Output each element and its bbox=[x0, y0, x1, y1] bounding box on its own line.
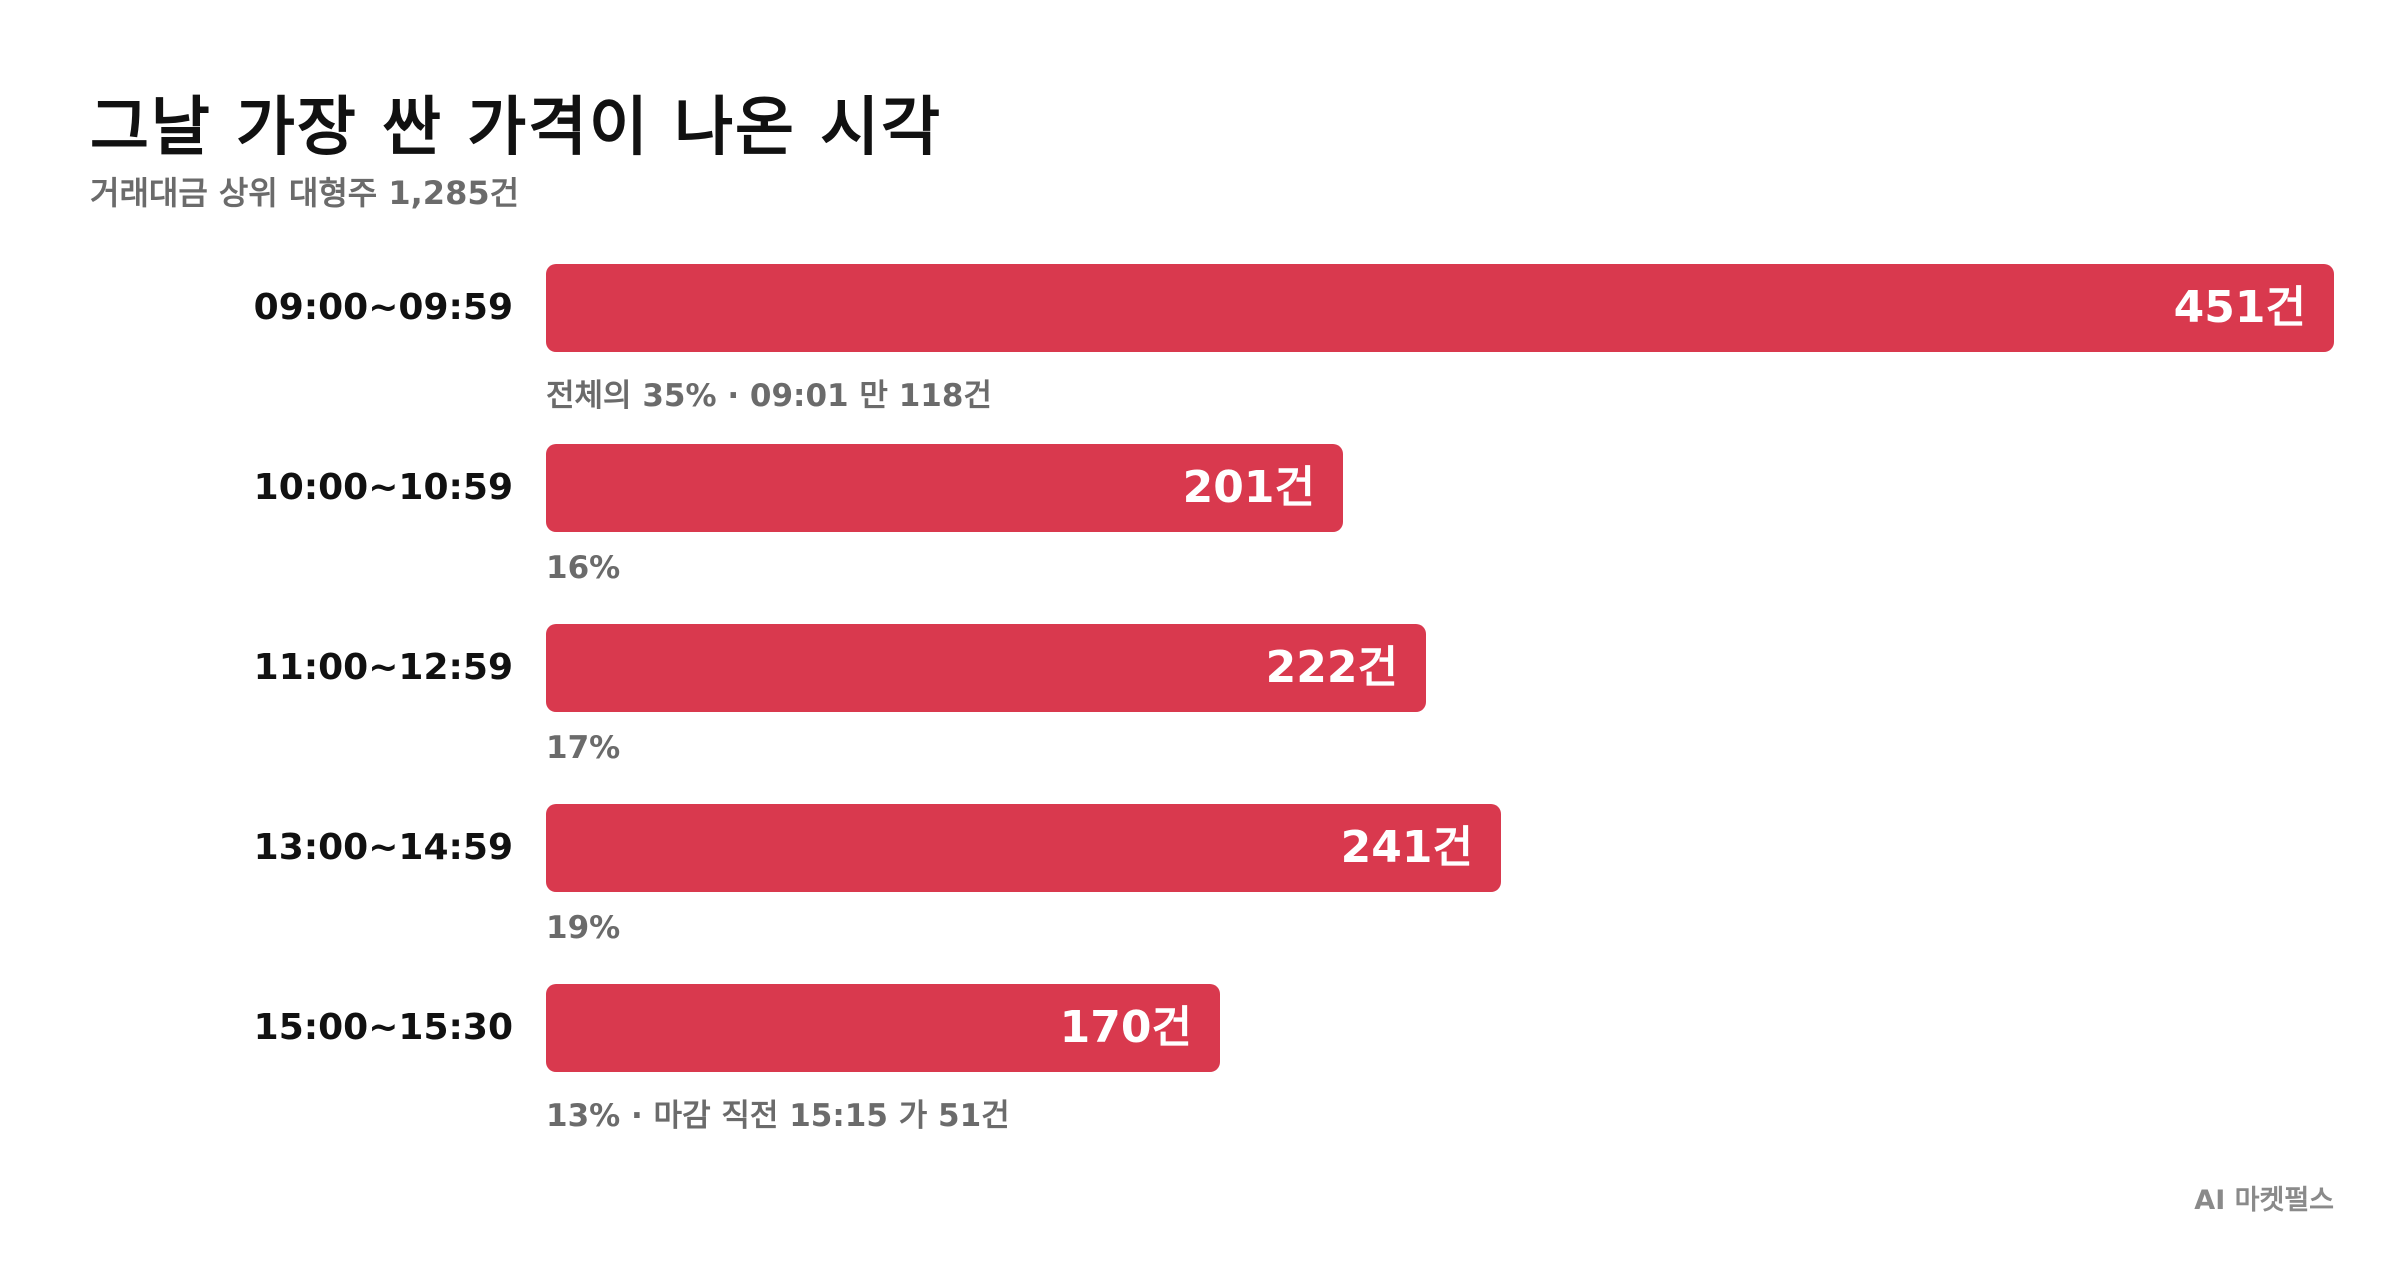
bar: 222건 bbox=[546, 624, 1426, 712]
bar-value-label: 170건 bbox=[1059, 1002, 1192, 1053]
bar-value-label: 241건 bbox=[1340, 822, 1473, 873]
bar-row: 10:00~10:59 201건 16% bbox=[0, 444, 2400, 594]
bar-row: 11:00~12:59 222건 17% bbox=[0, 624, 2400, 774]
bar: 201건 bbox=[546, 444, 1343, 532]
bar: 170건 bbox=[546, 984, 1220, 1072]
chart-title: 그날 가장 싼 가격이 나온 시각 bbox=[90, 91, 942, 165]
chart-subtitle: 거래대금 상위 대형주 1,285건 bbox=[90, 174, 520, 212]
bar-note: 전체의 35% · 09:01 만 118건 bbox=[546, 378, 992, 414]
category-label: 11:00~12:59 bbox=[253, 647, 513, 688]
category-label: 09:00~09:59 bbox=[253, 287, 513, 328]
bar-note: 17% bbox=[546, 730, 621, 766]
bar-row: 15:00~15:30 170건 13% · 마감 직전 15:15 가 51건 bbox=[0, 984, 2400, 1134]
category-label: 15:00~15:30 bbox=[253, 1007, 513, 1048]
bar-note: 16% bbox=[546, 550, 621, 586]
category-label: 10:00~10:59 bbox=[253, 467, 513, 508]
bar: 241건 bbox=[546, 804, 1501, 892]
bar-row: 13:00~14:59 241건 19% bbox=[0, 804, 2400, 954]
bar-value-label: 201건 bbox=[1182, 462, 1315, 513]
bar-note: 19% bbox=[546, 910, 621, 946]
bar-value-label: 222건 bbox=[1265, 642, 1398, 693]
bar-value-label: 451건 bbox=[2173, 282, 2306, 333]
source-label: AI 마켓펄스 bbox=[2194, 1185, 2334, 1216]
bar-note: 13% · 마감 직전 15:15 가 51건 bbox=[546, 1098, 1010, 1134]
category-label: 13:00~14:59 bbox=[253, 827, 513, 868]
bar: 451건 bbox=[546, 264, 2334, 352]
